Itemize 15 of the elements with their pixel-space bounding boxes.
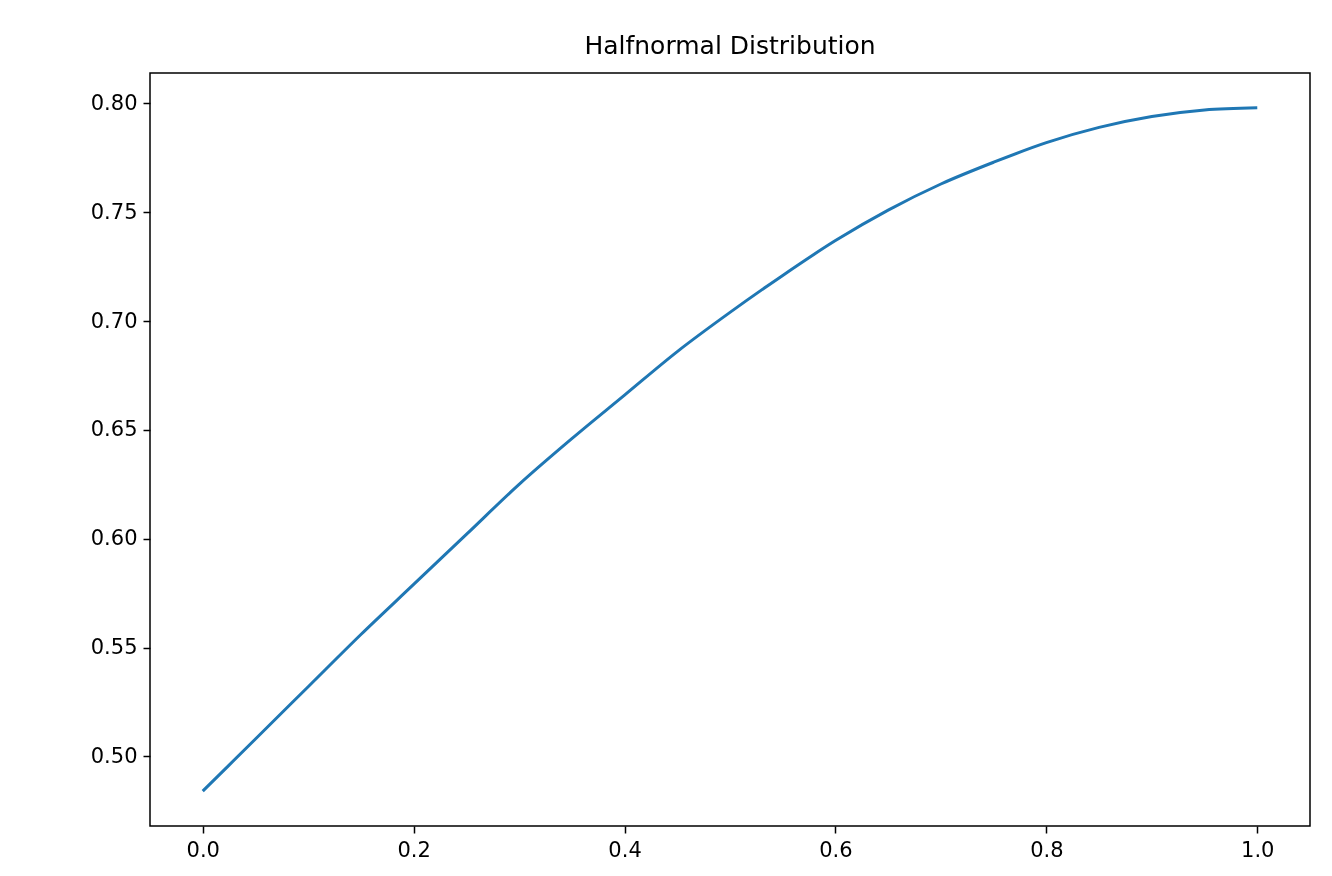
x-tick-label: 0.8 — [1030, 837, 1064, 862]
y-tick-label: 0.70 — [90, 308, 138, 333]
x-tick-label: 1.0 — [1241, 837, 1275, 862]
chart-title: Halfnormal Distribution — [584, 31, 876, 60]
x-tick-label: 0.2 — [397, 837, 431, 862]
line-series — [201, 106, 1259, 793]
x-tick-label: 0.4 — [608, 837, 642, 862]
y-tick-label: 0.75 — [90, 199, 138, 224]
y-tick-label: 0.50 — [90, 743, 138, 768]
x-tick-label: 0.6 — [819, 837, 853, 862]
x-tick-label: 0.0 — [186, 837, 220, 862]
y-tick-label: 0.55 — [90, 635, 138, 660]
y-tick-label: 0.65 — [90, 417, 138, 442]
y-tick-label: 0.80 — [90, 90, 138, 115]
y-tick-label: 0.60 — [90, 526, 138, 551]
